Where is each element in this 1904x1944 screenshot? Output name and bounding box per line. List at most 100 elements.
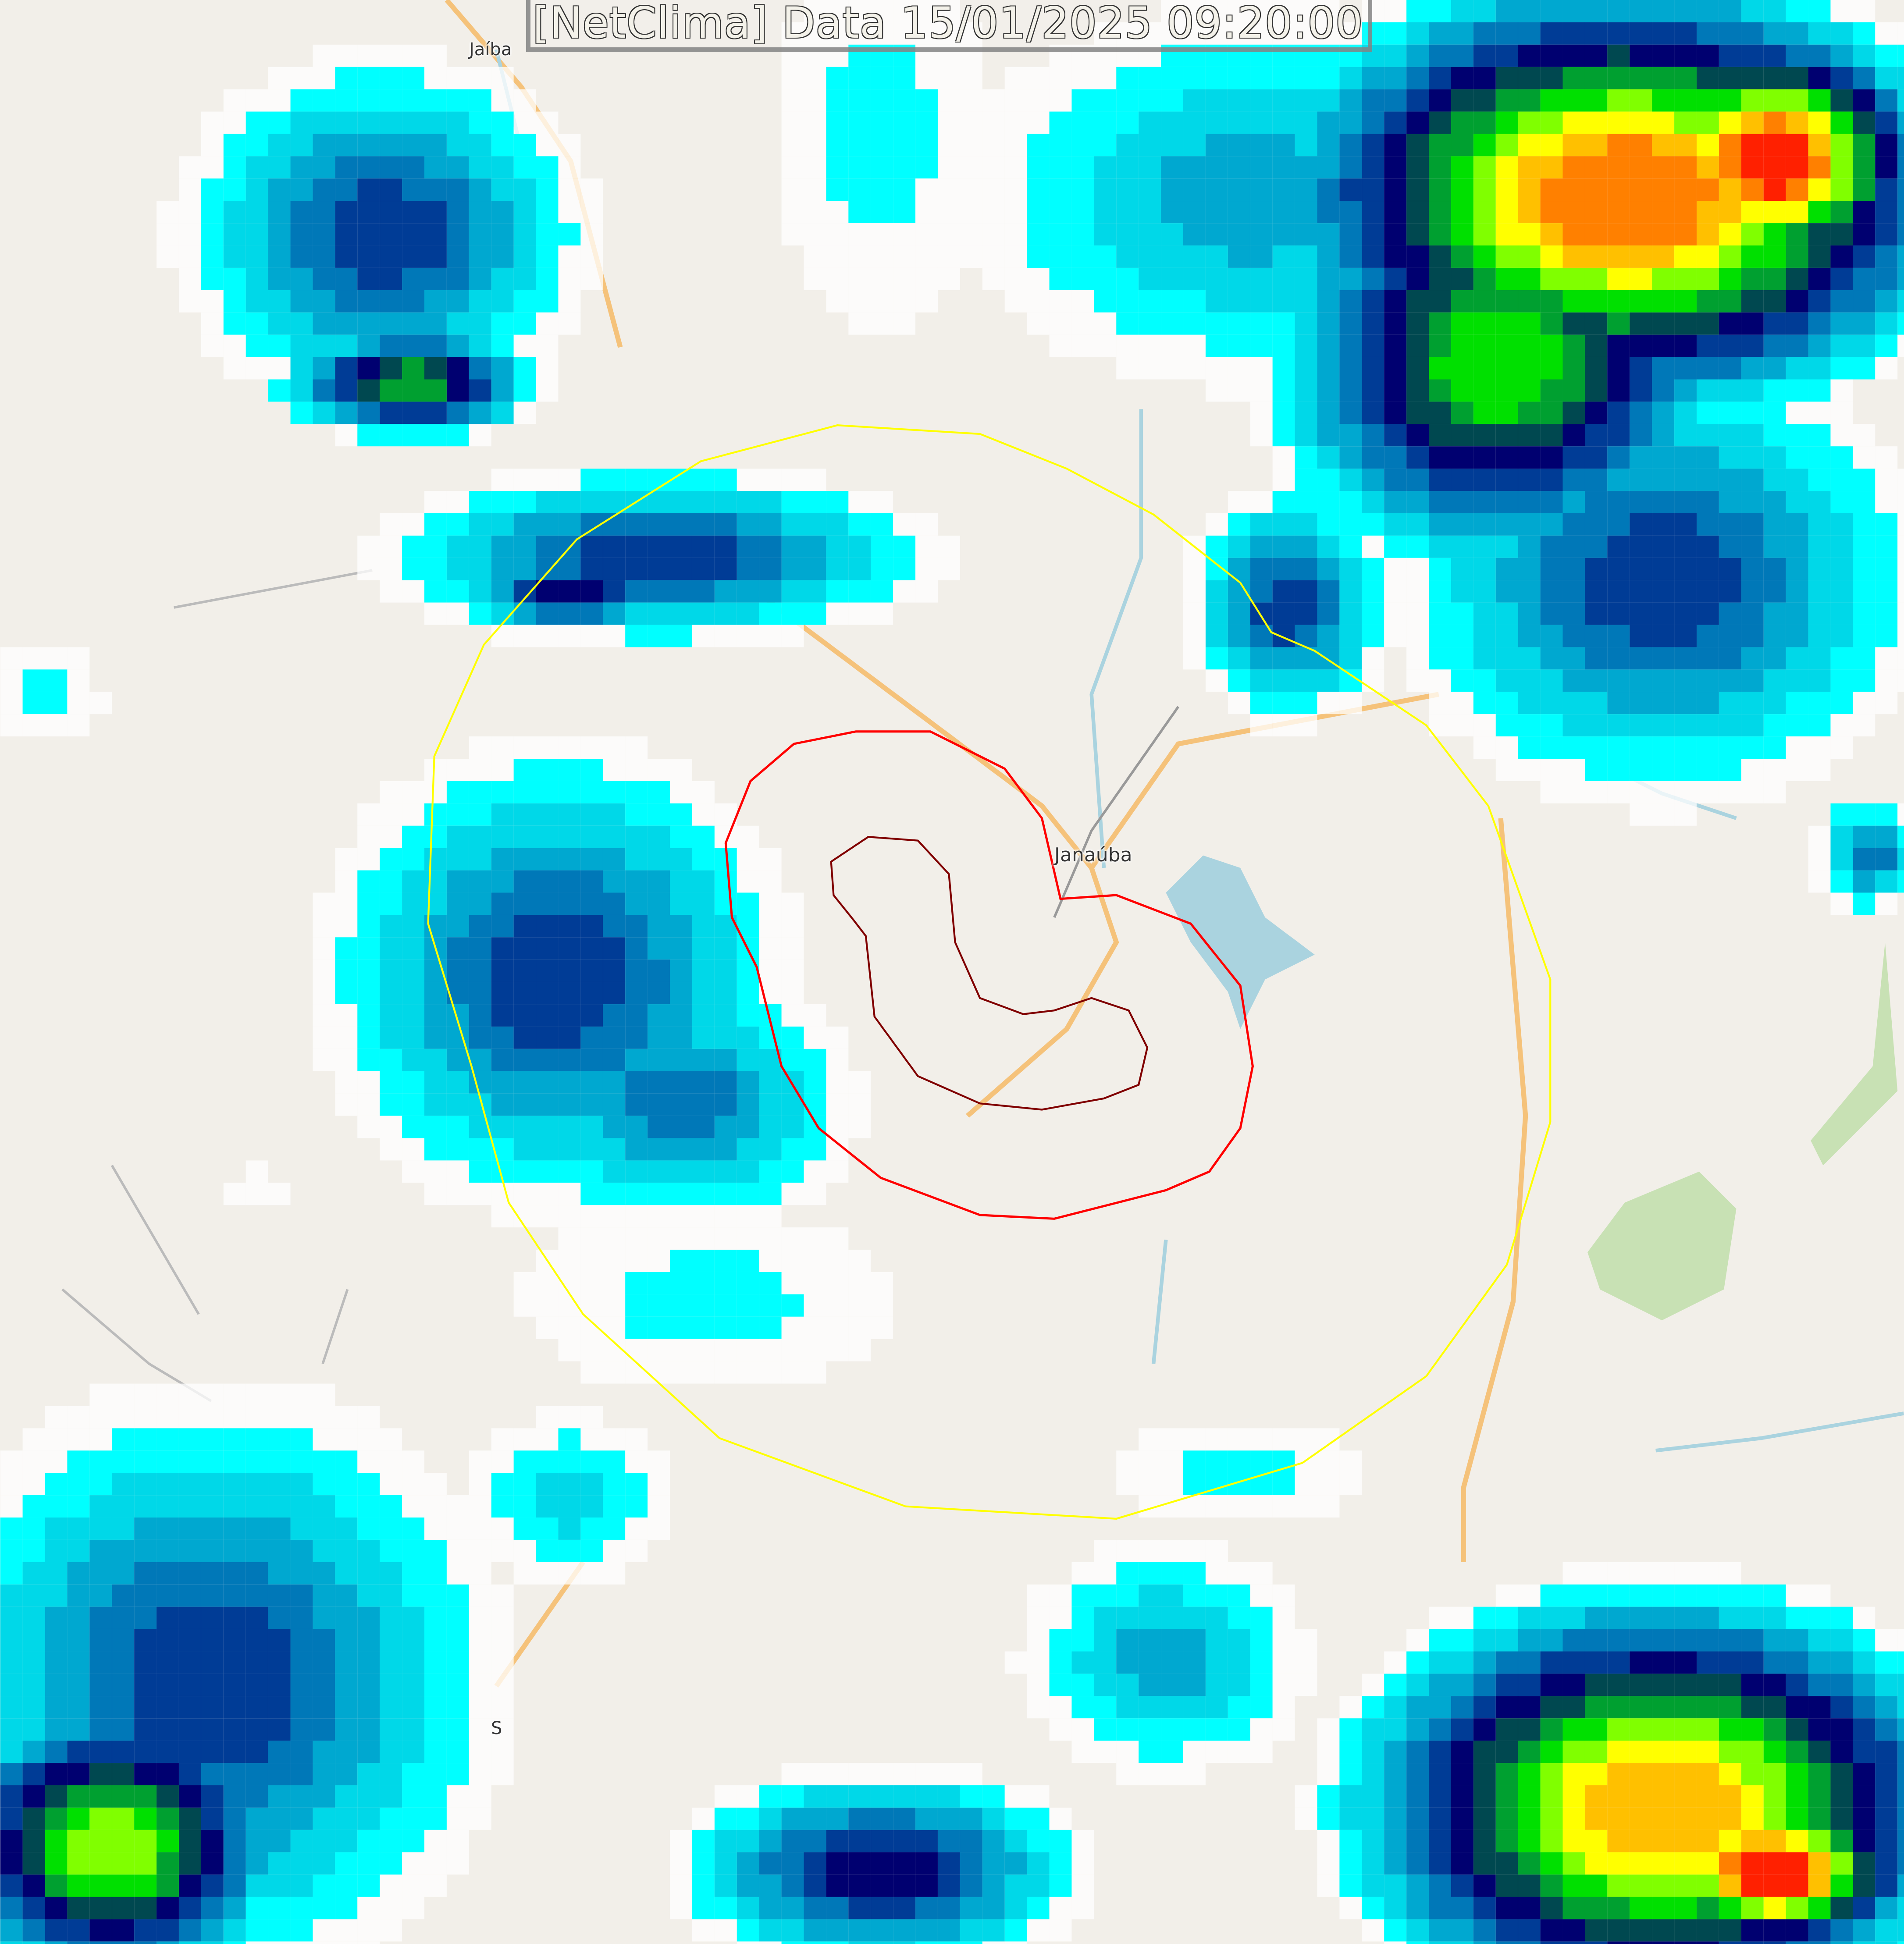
radar-cell bbox=[1495, 1941, 1518, 1944]
radar-cell bbox=[1183, 602, 1206, 625]
radar-cell bbox=[469, 1785, 491, 1808]
radar-cell bbox=[446, 1539, 469, 1562]
radar-cell bbox=[558, 290, 581, 313]
radar-cell bbox=[1027, 267, 1050, 290]
radar-cell bbox=[558, 1539, 581, 1562]
radar-cell bbox=[357, 290, 380, 313]
radar-cell bbox=[1495, 111, 1518, 134]
radar-cell bbox=[804, 267, 826, 290]
radar-cell bbox=[1339, 1830, 1362, 1852]
radar-cell bbox=[1741, 67, 1764, 89]
radar-cell bbox=[112, 1941, 135, 1944]
radar-cell bbox=[1116, 111, 1139, 134]
radar-cell bbox=[1161, 1539, 1184, 1562]
radar-cell bbox=[1406, 1919, 1429, 1942]
radar-cell bbox=[893, 156, 916, 179]
radar-cell bbox=[1205, 134, 1228, 156]
radar-cell bbox=[1473, 44, 1496, 67]
radar-cell bbox=[1317, 245, 1340, 268]
radar-cell bbox=[1228, 178, 1250, 201]
radar-cell bbox=[648, 1071, 670, 1094]
radar-cell bbox=[157, 1562, 179, 1585]
radar-cell bbox=[692, 848, 715, 871]
radar-cell bbox=[1540, 1763, 1563, 1785]
radar-cell bbox=[893, 1897, 916, 1919]
radar-cell bbox=[1897, 558, 1904, 580]
radar-cell bbox=[402, 1651, 424, 1674]
radar-cell bbox=[1585, 290, 1608, 313]
radar-cell bbox=[759, 892, 782, 915]
radar-cell bbox=[134, 1674, 157, 1696]
radar-cell bbox=[1741, 1584, 1764, 1607]
radar-cell bbox=[893, 312, 916, 335]
radar-cell bbox=[960, 1874, 982, 1897]
radar-cell bbox=[246, 1718, 268, 1741]
radar-cell bbox=[0, 1741, 23, 1763]
radar-cell bbox=[469, 1473, 491, 1496]
radar-cell bbox=[357, 1897, 380, 1919]
radar-cell bbox=[1562, 1562, 1585, 1585]
radar-cell bbox=[737, 1361, 759, 1384]
radar-cell bbox=[335, 1450, 358, 1473]
radar-cell bbox=[558, 134, 581, 156]
radar-cell bbox=[1495, 1606, 1518, 1629]
radar-cell bbox=[469, 1629, 491, 1652]
radar-cell bbox=[223, 1741, 246, 1763]
radar-cell bbox=[1205, 1450, 1228, 1473]
radar-cell bbox=[804, 1138, 826, 1161]
radar-cell bbox=[424, 870, 447, 893]
radar-cell bbox=[178, 1495, 201, 1518]
radar-cell bbox=[491, 759, 514, 781]
radar-cell bbox=[871, 602, 893, 625]
radar-cell bbox=[1451, 245, 1473, 268]
radar-cell bbox=[1362, 178, 1384, 201]
radar-cell bbox=[402, 67, 424, 89]
radar-cell bbox=[1607, 1629, 1630, 1652]
radar-cell bbox=[1518, 469, 1541, 491]
radar-cell bbox=[1763, 602, 1786, 625]
radar-cell bbox=[424, 111, 447, 134]
radar-cell bbox=[670, 1250, 692, 1272]
radar-cell bbox=[804, 245, 826, 268]
radar-cell bbox=[380, 558, 402, 580]
radar-cell bbox=[826, 1026, 849, 1049]
radar-cell bbox=[1451, 469, 1473, 491]
radar-cell bbox=[491, 1071, 514, 1094]
radar-cell bbox=[1585, 1763, 1608, 1785]
radar-cell bbox=[1585, 759, 1608, 781]
radar-cell bbox=[268, 1428, 291, 1451]
radar-cell bbox=[134, 1428, 157, 1451]
radar-cell bbox=[1004, 178, 1027, 201]
radar-cell bbox=[22, 1584, 45, 1607]
radar-cell bbox=[536, 223, 559, 246]
radar-cell bbox=[1429, 1763, 1451, 1785]
radar-cell bbox=[692, 982, 715, 1005]
radar-cell bbox=[848, 89, 871, 112]
radar-cell bbox=[1853, 535, 1876, 558]
radar-cell bbox=[357, 67, 380, 89]
radar-cell bbox=[1161, 1606, 1184, 1629]
radar-cell bbox=[1696, 201, 1719, 224]
radar-cell bbox=[380, 267, 402, 290]
radar-cell bbox=[1228, 625, 1250, 647]
radar-cell bbox=[1004, 111, 1027, 134]
radar-cell bbox=[826, 156, 849, 179]
radar-cell bbox=[1295, 1674, 1317, 1696]
radar-cell bbox=[1652, 491, 1675, 513]
radar-cell bbox=[1384, 44, 1407, 67]
radar-cell bbox=[201, 223, 224, 246]
radar-cell bbox=[1897, 469, 1904, 491]
radar-cell bbox=[335, 1785, 358, 1808]
radar-cell bbox=[536, 1539, 559, 1562]
radar-cell bbox=[826, 1830, 849, 1852]
radar-cell bbox=[1295, 111, 1317, 134]
radar-cell bbox=[1295, 1428, 1317, 1451]
radar-cell bbox=[1585, 1830, 1608, 1852]
radar-cell bbox=[1853, 647, 1876, 670]
radar-cell bbox=[513, 312, 536, 335]
radar-cell bbox=[1652, 759, 1675, 781]
radar-cell bbox=[804, 469, 826, 491]
radar-cell bbox=[603, 1160, 626, 1183]
